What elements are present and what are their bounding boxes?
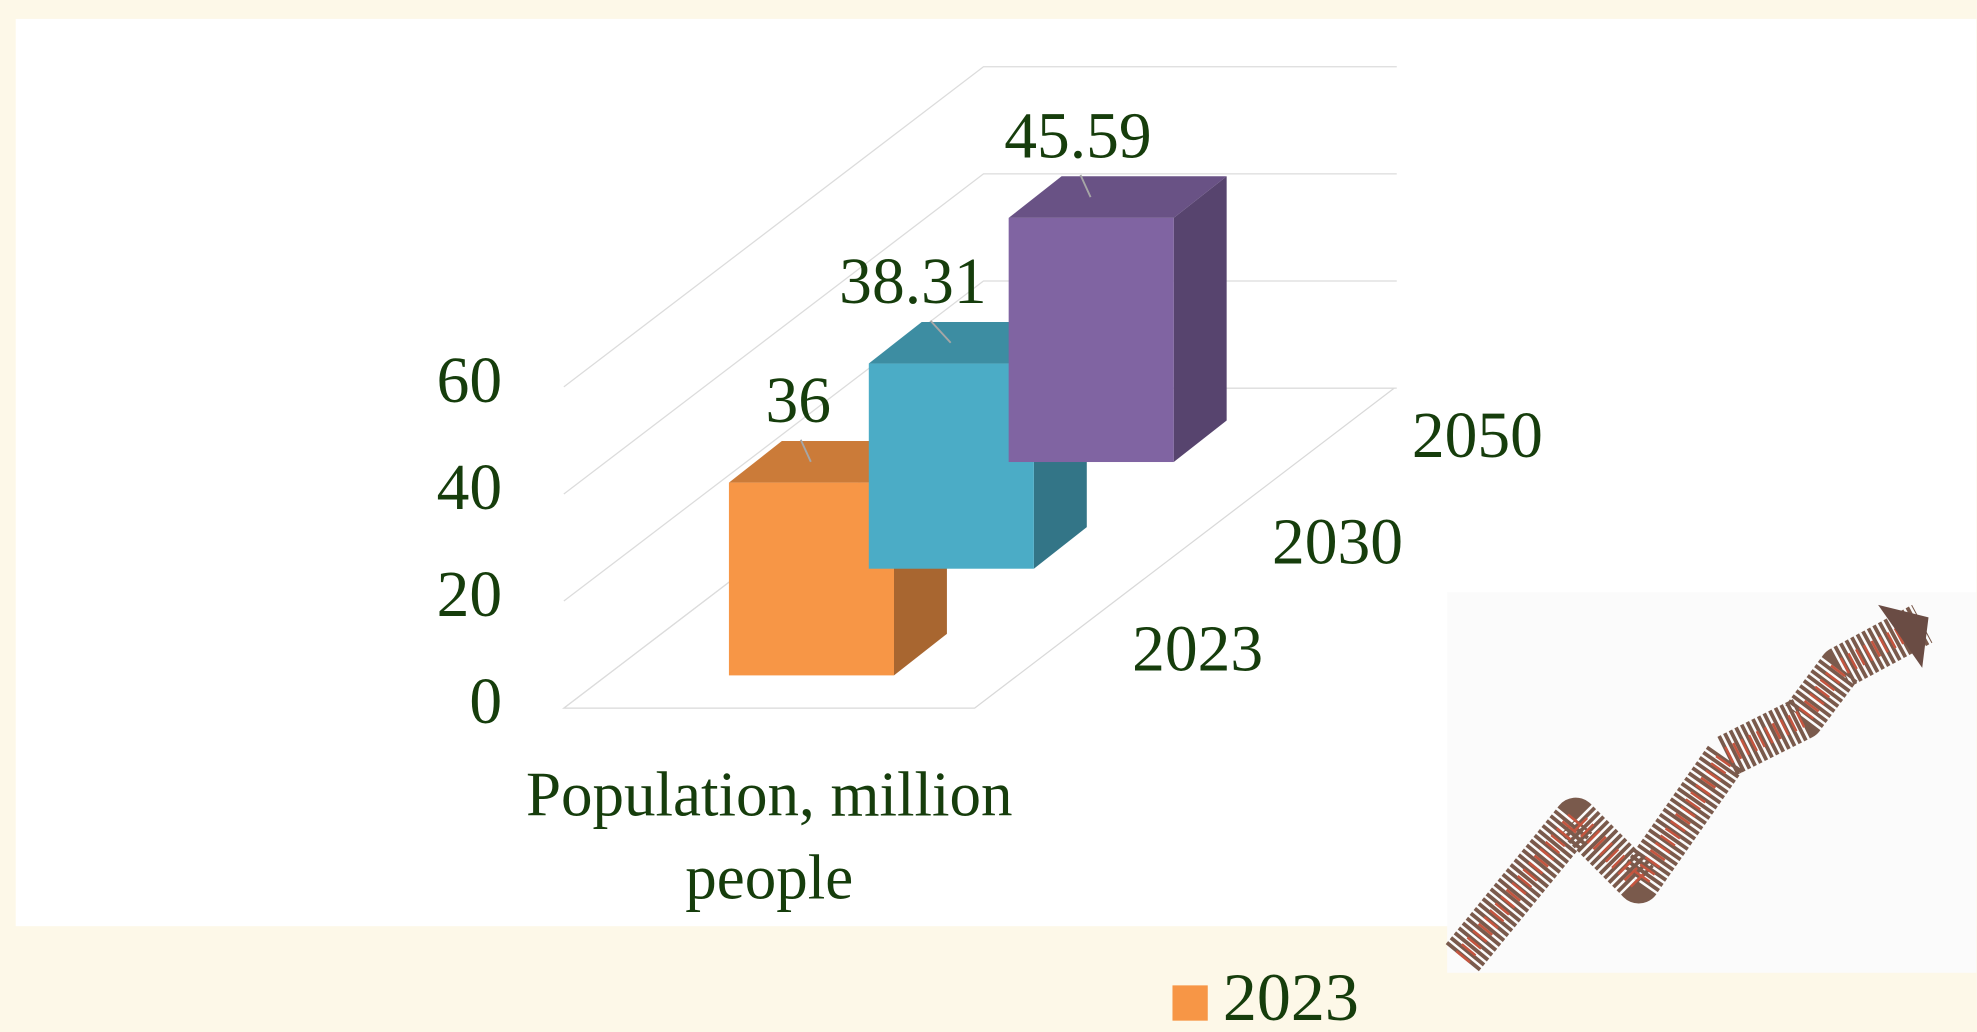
depth-label: 2050 bbox=[1412, 400, 1543, 472]
category-label-box: Population, million people bbox=[525, 758, 1013, 913]
depth-label: 2023 bbox=[1132, 613, 1263, 685]
bar bbox=[728, 482, 894, 676]
leader-line bbox=[1079, 174, 1092, 198]
leader-line bbox=[929, 320, 952, 344]
legend-label: 2023 bbox=[1223, 959, 1359, 1032]
value-label: 38.31 bbox=[839, 246, 986, 318]
grid-line bbox=[563, 173, 1397, 495]
y-tick-label: 20 bbox=[437, 559, 503, 631]
y-tick-label: 0 bbox=[469, 666, 502, 738]
y-tick-label: 40 bbox=[437, 452, 503, 524]
bar-side bbox=[1173, 176, 1227, 463]
value-label: 45.59 bbox=[1004, 100, 1151, 172]
y-tick-label: 60 bbox=[437, 345, 503, 417]
value-label: 36 bbox=[765, 365, 831, 437]
crowd-image bbox=[1445, 592, 1977, 973]
bar bbox=[868, 363, 1034, 569]
x-category-label: Population, million people bbox=[525, 758, 1013, 913]
grid-line bbox=[563, 66, 1397, 388]
legend-swatch bbox=[1172, 985, 1208, 1021]
leader-line bbox=[799, 439, 812, 463]
bar bbox=[1008, 217, 1174, 463]
depth-label: 2030 bbox=[1272, 507, 1403, 579]
grid-line bbox=[563, 280, 1397, 602]
bar-top bbox=[1008, 176, 1227, 218]
